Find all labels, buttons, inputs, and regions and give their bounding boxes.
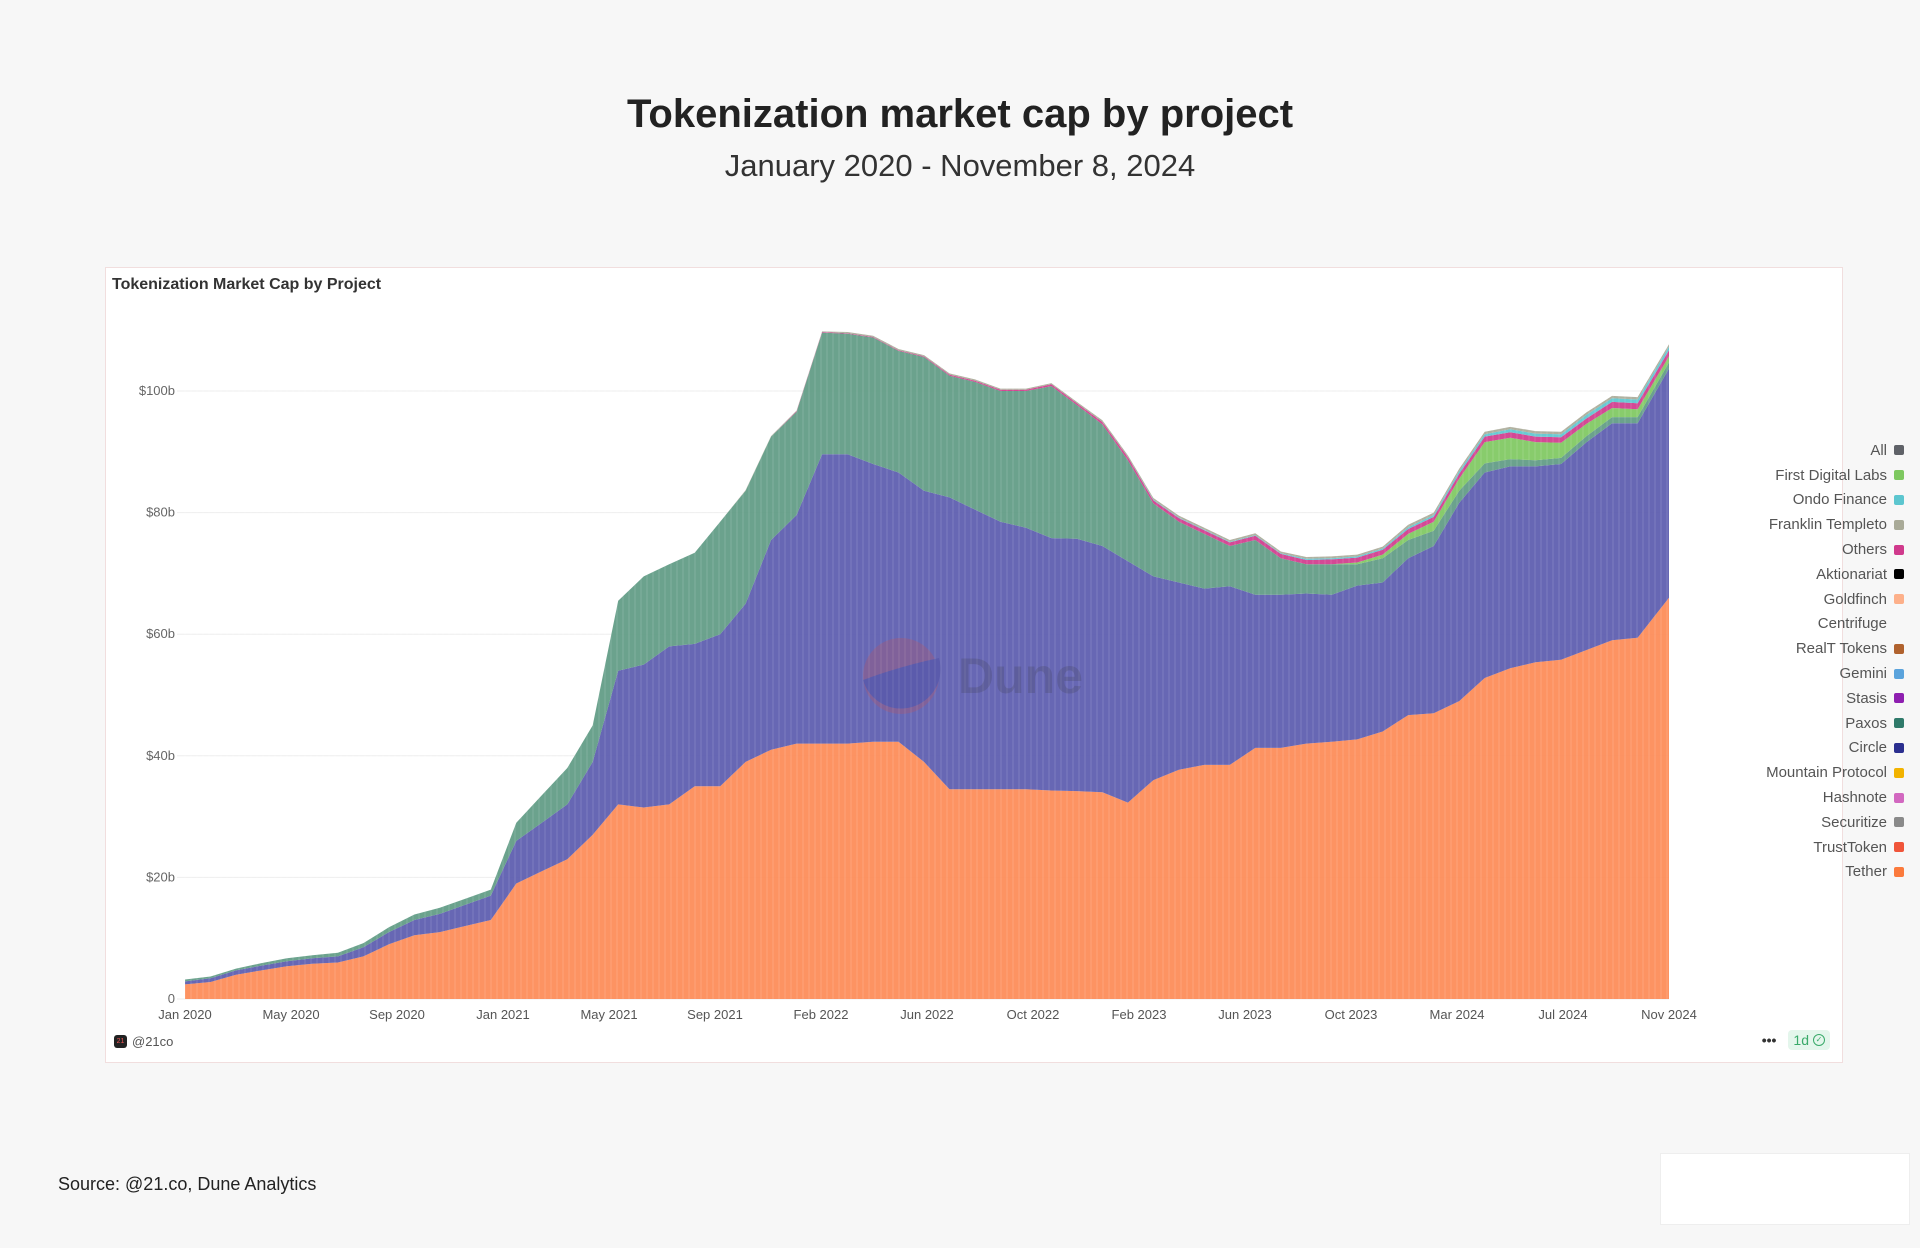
chart-card: Tokenization Market Cap by Project 0 $20b…: [105, 267, 1904, 1063]
ellipsis-icon[interactable]: •••: [1761, 1032, 1777, 1048]
legend-item[interactable]: Stasis: [1666, 686, 1920, 711]
legend-label: Centrifuge: [1817, 615, 1887, 633]
legend-swatch: [1894, 594, 1904, 605]
legend-label: Hashnote: [1822, 789, 1887, 807]
legend-swatch: [1894, 445, 1904, 456]
legend-swatch: [1894, 668, 1904, 679]
x-tick-label: Feb 2022: [794, 1007, 849, 1022]
legend-label: Goldfinch: [1823, 590, 1887, 608]
x-tick-label: Nov 2024: [1641, 1007, 1697, 1022]
page-subtitle: January 2020 - November 8, 2024: [724, 148, 1196, 183]
legend-swatch: [1894, 693, 1904, 704]
x-tick-label: Feb 2023: [1112, 1007, 1167, 1022]
chart-footer-actions: ••• 1d ✓: [1762, 1030, 1830, 1050]
legend-swatch: [1894, 718, 1904, 729]
y-tick-label: $100b: [139, 383, 175, 398]
legend-swatch: [1894, 742, 1904, 753]
legend-swatch: [1894, 842, 1904, 853]
legend-label: Securitize: [1821, 813, 1887, 831]
page-title: Tokenization market cap by project: [626, 92, 1294, 136]
x-tick-label: Oct 2022: [1007, 1007, 1060, 1022]
x-tick-label: Jan 2020: [158, 1007, 212, 1022]
check-circle-icon: ✓: [1813, 1034, 1825, 1046]
legend-swatch: [1894, 643, 1904, 654]
legend-item[interactable]: Franklin Templeto: [1666, 512, 1920, 537]
legend-label: Tether: [1845, 863, 1887, 881]
author-tag[interactable]: 21 @21co: [114, 1034, 173, 1049]
chart-title: Tokenization Market Cap by Project: [112, 276, 382, 293]
legend-swatch: [1894, 817, 1904, 828]
legend-swatch: [1894, 619, 1904, 629]
x-tick-label: Jan 2021: [476, 1007, 530, 1022]
legend-label: TrustToken: [1813, 838, 1887, 856]
legend-swatch: [1894, 866, 1904, 877]
legend-label: First Digital Labs: [1775, 466, 1887, 484]
legend-swatch: [1894, 494, 1904, 505]
y-tick-label: $20b: [146, 869, 175, 884]
area-paxos[interactable]: [185, 332, 1669, 982]
legend-swatch: [1894, 519, 1904, 530]
legend-label: All: [1870, 441, 1887, 459]
legend: All First Digital Labs Ondo Finance Frankli…: [1666, 438, 1920, 884]
y-tick-label: 0: [168, 991, 175, 1006]
legend-item[interactable]: Securitize: [1666, 810, 1920, 835]
legend-item[interactable]: RealT Tokens: [1666, 636, 1920, 661]
svg-text:Dune: Dune: [958, 648, 1083, 704]
legend-label: Mountain Protocol: [1766, 764, 1887, 782]
legend-item[interactable]: Aktionariat: [1666, 562, 1920, 587]
legend-item[interactable]: First Digital Labs: [1666, 463, 1920, 488]
author-name: @21co: [132, 1034, 174, 1049]
legend-item[interactable]: All: [1666, 438, 1920, 463]
legend-item[interactable]: Gemini: [1666, 661, 1920, 686]
legend-item[interactable]: Ondo Finance: [1666, 488, 1920, 513]
legend-swatch: [1894, 792, 1904, 803]
area-circle[interactable]: [185, 368, 1669, 985]
legend-label: Circle: [1848, 739, 1887, 757]
legend-item[interactable]: Centrifuge: [1666, 612, 1920, 637]
y-tick-label: $80b: [146, 505, 175, 520]
dune-watermark-logo: Dune: [863, 638, 1083, 714]
x-tick-label: Oct 2023: [1325, 1007, 1378, 1022]
legend-swatch: [1894, 544, 1904, 555]
legend-label: Ondo Finance: [1792, 491, 1887, 509]
legend-label: Paxos: [1845, 714, 1887, 732]
legend-item[interactable]: Paxos: [1666, 711, 1920, 736]
x-tick-label: Jun 2022: [900, 1007, 954, 1022]
legend-label: Aktionariat: [1816, 565, 1887, 583]
legend-item[interactable]: Circle: [1666, 736, 1920, 761]
x-tick-label: May 2020: [262, 1007, 319, 1022]
legend-item[interactable]: Hashnote: [1666, 785, 1920, 810]
chart-svg: 0 $20b $40b $60b $80b $100b Dune Jan 2020 May 20…: [139, 318, 1697, 1022]
x-tick-label: Mar 2024: [1430, 1007, 1485, 1022]
legend-label: Stasis: [1846, 689, 1887, 707]
x-tick-label: Jul 2024: [1538, 1007, 1587, 1022]
21co-logo-icon: 21: [114, 1035, 127, 1048]
legend-item[interactable]: Others: [1666, 537, 1920, 562]
legend-swatch: [1894, 767, 1904, 778]
legend-label: RealT Tokens: [1795, 640, 1887, 658]
refresh-badge[interactable]: 1d ✓: [1788, 1030, 1830, 1050]
refresh-label: 1d: [1793, 1032, 1809, 1048]
x-tick-label: Sep 2021: [687, 1007, 743, 1022]
x-tick-label: Sep 2020: [369, 1007, 425, 1022]
y-tick-label: $60b: [146, 626, 175, 641]
legend-item[interactable]: Mountain Protocol: [1666, 760, 1920, 785]
legend-swatch: [1894, 470, 1904, 481]
legend-item[interactable]: Tether: [1666, 860, 1920, 885]
legend-swatch: [1894, 569, 1904, 580]
area-tether[interactable]: [185, 597, 1669, 999]
source-note: Source: @21.co, Dune Analytics: [58, 1174, 317, 1194]
legend-label: Franklin Templeto: [1768, 516, 1887, 534]
blank-box: [1660, 1153, 1910, 1225]
legend-label: Others: [1841, 541, 1887, 559]
legend-item[interactable]: TrustToken: [1666, 835, 1920, 860]
x-tick-label: Jun 2023: [1218, 1007, 1272, 1022]
legend-label: Gemini: [1839, 665, 1887, 683]
y-tick-label: $40b: [146, 748, 175, 763]
x-tick-label: May 2021: [580, 1007, 637, 1022]
legend-item[interactable]: Goldfinch: [1666, 587, 1920, 612]
